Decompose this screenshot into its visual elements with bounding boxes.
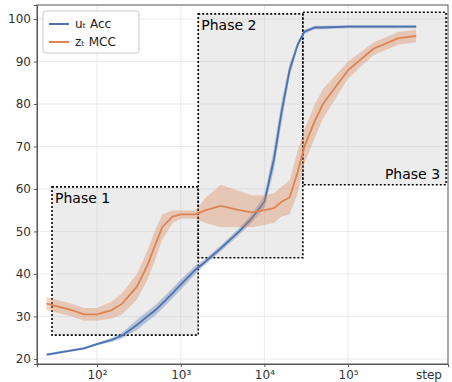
y-tick-label: 20 xyxy=(16,352,31,366)
plot-background xyxy=(37,5,448,364)
y-tick-label: 80 xyxy=(16,97,31,111)
x-tick-label: 10³ xyxy=(171,368,191,382)
grid-line xyxy=(37,358,448,359)
series-line xyxy=(47,27,417,355)
y-tick: 70 xyxy=(16,140,37,154)
y-tick-label: 40 xyxy=(16,267,31,281)
y-tick-mark xyxy=(34,316,37,317)
legend-label: zₜ MCC xyxy=(75,35,116,49)
y-tick: 100 xyxy=(8,12,37,26)
y-tick-mark xyxy=(34,104,37,105)
legend-frame xyxy=(43,11,139,53)
x-tick-label: 10⁵ xyxy=(339,368,359,382)
y-axis: 20 30 40 50 60 70 80 90 100 xyxy=(8,6,37,367)
x-tick: 10³ xyxy=(171,364,191,382)
y-tick-label: 90 xyxy=(16,55,31,69)
confidence-band xyxy=(47,25,417,356)
y-tick-label: 50 xyxy=(16,225,31,239)
y-axis-line xyxy=(34,6,38,365)
y-tick-mark xyxy=(34,231,37,232)
y-tick-mark xyxy=(34,19,37,20)
y-tick: 90 xyxy=(16,55,37,69)
x-tick: 10² xyxy=(87,364,107,382)
y-tick-label: 30 xyxy=(16,310,31,324)
x-axis-label: step xyxy=(416,368,442,382)
confidence-band xyxy=(47,30,417,321)
x-axis: 10² 10³ 10⁴ 10⁵ xyxy=(38,364,449,382)
y-tick-mark xyxy=(34,359,37,360)
grid xyxy=(37,5,448,364)
x-tick: 10⁴ xyxy=(255,364,275,382)
legend-swatch xyxy=(49,41,69,43)
y-tick-mark xyxy=(34,146,37,147)
plot-frame xyxy=(37,5,448,364)
phase-label: Phase 1 xyxy=(55,190,110,206)
y-tick-mark xyxy=(34,62,37,63)
y-tick-label: 70 xyxy=(16,140,31,154)
legend: uₜ Acc zₜ MCC xyxy=(43,11,139,53)
y-tick: 50 xyxy=(16,225,37,239)
y-tick-label: 60 xyxy=(16,182,31,196)
y-tick-mark xyxy=(34,189,37,190)
phase-label: Phase 3 xyxy=(385,166,440,182)
x-tick-label: 10² xyxy=(87,368,107,382)
series-line xyxy=(47,36,417,314)
legend-swatch xyxy=(49,23,69,25)
x-tick: 10⁵ xyxy=(339,364,359,382)
y-tick: 60 xyxy=(16,182,37,196)
y-tick: 30 xyxy=(16,310,37,324)
y-tick-label: 100 xyxy=(8,12,31,26)
y-tick: 20 xyxy=(16,352,37,366)
y-tick-mark xyxy=(34,274,37,275)
phase-label: Phase 2 xyxy=(201,17,256,33)
y-tick: 40 xyxy=(16,267,37,281)
x-tick-label: 10⁴ xyxy=(255,368,275,382)
plot-marks xyxy=(47,25,417,356)
y-tick: 80 xyxy=(16,97,37,111)
legend-label: uₜ Acc xyxy=(75,17,111,31)
annotations: Phase 1 Phase 2 Phase 3 xyxy=(52,12,446,335)
chart: Phase 1 Phase 2 Phase 3 20 30 40 50 60 70 80 90 100… xyxy=(0,0,452,382)
